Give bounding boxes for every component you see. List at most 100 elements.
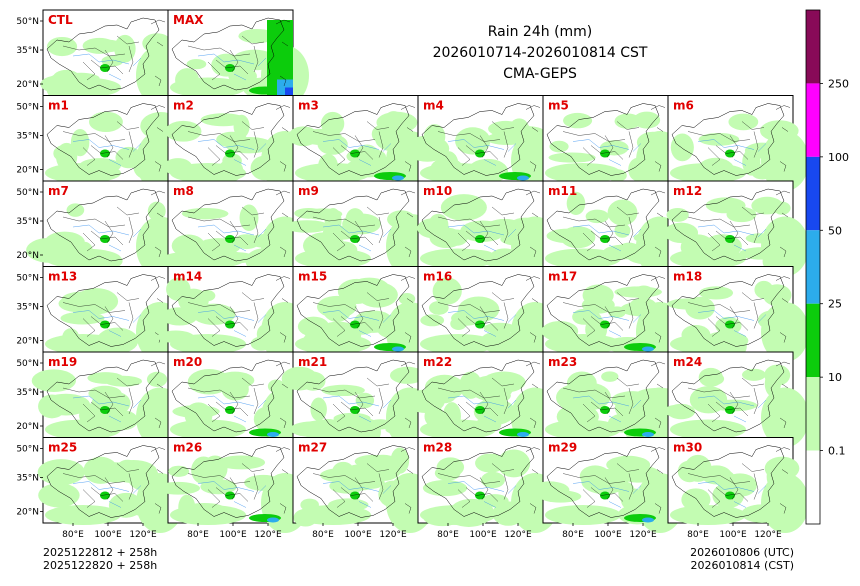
valid-cst: 2026010814 (CST) — [690, 559, 794, 572]
rain-south — [170, 77, 246, 98]
rain-blob — [74, 288, 119, 315]
rain-blob — [726, 206, 757, 223]
rain-blob — [37, 459, 85, 486]
panel-label: m30 — [673, 441, 702, 455]
rain-blob — [581, 296, 615, 314]
rain-blob — [436, 457, 465, 477]
colorbar-tick-label: 25 — [828, 298, 842, 311]
rain-moderate — [725, 149, 735, 158]
rain-blob — [353, 310, 394, 333]
lon-tick-label: 100°E — [94, 530, 122, 540]
lat-tick-label: 35°N — [16, 388, 39, 398]
lat-tick-label: 50°N — [16, 359, 39, 369]
rain-blob — [110, 460, 158, 484]
lon-tick-label: 120°E — [754, 530, 782, 540]
rain-south — [45, 419, 121, 440]
rain-coastal — [761, 302, 809, 362]
panel-m4: m4 — [405, 95, 559, 191]
rain-blob — [233, 234, 260, 250]
rain-blob — [633, 111, 661, 129]
rain-blob — [634, 285, 654, 300]
rain-moderate — [225, 406, 235, 414]
rain-storm — [642, 346, 654, 352]
panel-label: m9 — [298, 184, 319, 198]
rain-moderate — [725, 406, 735, 414]
rain-moderate — [475, 320, 485, 329]
rain-blob — [200, 479, 237, 495]
lat-tick-label: 50°N — [16, 274, 39, 284]
lon-tick-label: 80°E — [437, 530, 459, 540]
colorbar-tick-label: 10 — [828, 371, 842, 384]
rain-blob — [614, 223, 631, 238]
panel-m27: m27 — [292, 437, 434, 533]
panel-label: m19 — [48, 355, 77, 369]
lat-tick-label: 50°N — [16, 445, 39, 455]
rain-south — [670, 334, 746, 354]
rain-moderate — [100, 149, 110, 158]
rain-blob — [617, 242, 641, 258]
colorbar-tick-label: 250 — [828, 77, 849, 90]
rain-blob — [239, 204, 259, 231]
colorbar-segment — [806, 377, 820, 451]
rain-blob — [483, 322, 517, 334]
panel-label: m17 — [548, 270, 577, 284]
rain-blob — [429, 301, 449, 315]
rain-south — [295, 334, 371, 354]
rain-south — [670, 419, 746, 440]
rain-blob — [741, 368, 766, 381]
rain-blob — [156, 481, 201, 495]
rain-moderate — [600, 406, 610, 414]
rain-south — [545, 419, 621, 440]
rain-blob — [191, 456, 217, 485]
rain-blob — [389, 366, 425, 384]
rain-south — [170, 505, 246, 525]
rain-moderate — [475, 149, 485, 158]
panel-m14: m14 — [157, 266, 309, 362]
panel-label: m13 — [48, 270, 77, 284]
panel-label: m7 — [48, 184, 69, 198]
rain-blob — [566, 191, 586, 216]
lat-tick-label: 20°N — [16, 80, 39, 90]
rain-blob — [585, 209, 609, 224]
rain-blob — [168, 465, 190, 477]
rain-south — [545, 163, 621, 183]
lon-tick-label: 100°E — [719, 530, 747, 540]
rain-south — [295, 419, 371, 440]
lon-tick-label: 100°E — [594, 530, 622, 540]
lat-tick-label: 35°N — [16, 46, 39, 56]
rain-blob — [698, 132, 740, 146]
rain-south — [45, 77, 121, 98]
panel-m11: m11 — [542, 180, 684, 277]
panel-label: m16 — [423, 270, 452, 284]
rain-moderate — [475, 406, 485, 414]
rain-south — [295, 248, 371, 269]
rain-blob — [284, 220, 330, 233]
rain-blob — [417, 218, 449, 239]
chart-model: CMA-GEPS — [503, 66, 577, 82]
rain-moderate — [350, 235, 360, 243]
rain-moderate — [475, 491, 485, 500]
rain-south — [45, 505, 121, 525]
rain-blob — [728, 113, 759, 131]
rain-moderate — [350, 491, 360, 500]
colorbar-segment — [806, 83, 820, 157]
lat-tick-label: 20°N — [16, 166, 39, 176]
rain-blob — [339, 464, 384, 491]
rain-light-area — [26, 201, 184, 277]
rain-blob — [398, 293, 416, 305]
rain-south — [420, 163, 496, 183]
rain-blob — [667, 403, 696, 420]
panel-label: m11 — [548, 184, 577, 198]
rain-blob — [200, 113, 246, 127]
rain-blob — [420, 314, 445, 327]
chart-subtitle: 2026010714-2026010814 CST — [433, 45, 648, 61]
rain-light-area — [670, 113, 809, 191]
rain-blob — [530, 481, 570, 499]
rain-moderate — [225, 235, 235, 243]
panel-m15: m15 — [292, 266, 434, 362]
rain-storm — [392, 175, 404, 181]
rain-blob — [46, 36, 78, 57]
panel-m3: m3 — [288, 95, 434, 191]
lon-tick-label: 120°E — [629, 530, 657, 540]
